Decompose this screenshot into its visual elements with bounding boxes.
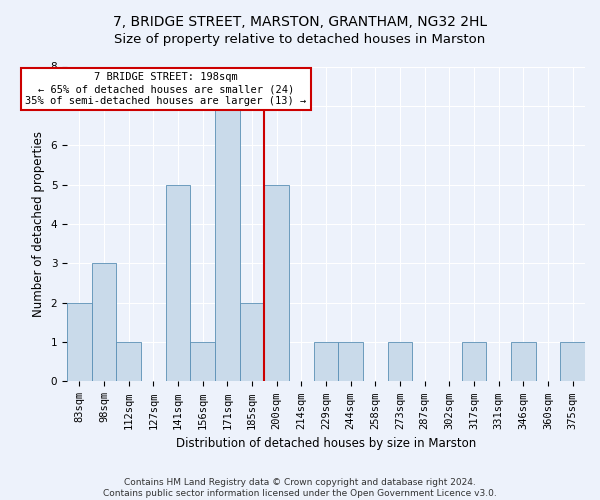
- Text: 7, BRIDGE STREET, MARSTON, GRANTHAM, NG32 2HL: 7, BRIDGE STREET, MARSTON, GRANTHAM, NG3…: [113, 15, 487, 29]
- Bar: [67, 302, 92, 382]
- Bar: [461, 342, 487, 382]
- Text: Size of property relative to detached houses in Marston: Size of property relative to detached ho…: [115, 32, 485, 46]
- Bar: [92, 264, 116, 382]
- Bar: [314, 342, 338, 382]
- Text: Contains HM Land Registry data © Crown copyright and database right 2024.
Contai: Contains HM Land Registry data © Crown c…: [103, 478, 497, 498]
- Bar: [338, 342, 363, 382]
- Bar: [190, 342, 215, 382]
- X-axis label: Distribution of detached houses by size in Marston: Distribution of detached houses by size …: [176, 437, 476, 450]
- Bar: [511, 342, 536, 382]
- Bar: [388, 342, 412, 382]
- Bar: [265, 184, 289, 382]
- Bar: [116, 342, 141, 382]
- Text: 7 BRIDGE STREET: 198sqm
← 65% of detached houses are smaller (24)
35% of semi-de: 7 BRIDGE STREET: 198sqm ← 65% of detache…: [25, 72, 307, 106]
- Bar: [560, 342, 585, 382]
- Bar: [166, 184, 190, 382]
- Y-axis label: Number of detached properties: Number of detached properties: [32, 131, 45, 317]
- Bar: [240, 302, 265, 382]
- Bar: [215, 106, 240, 382]
